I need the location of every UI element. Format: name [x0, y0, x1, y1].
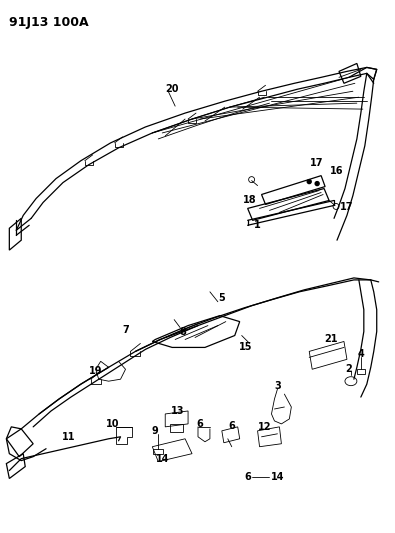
Text: 6: 6 [197, 419, 203, 429]
Text: 5: 5 [218, 293, 225, 303]
Text: 3: 3 [274, 381, 281, 391]
Text: 91J13 100A: 91J13 100A [9, 16, 89, 29]
Text: 1: 1 [254, 220, 261, 230]
Text: 10: 10 [106, 419, 119, 429]
Text: 11: 11 [62, 432, 76, 442]
Text: 8: 8 [180, 327, 186, 336]
Text: 20: 20 [166, 84, 179, 94]
Circle shape [307, 180, 311, 183]
Text: 17: 17 [310, 158, 324, 168]
Text: 2: 2 [346, 364, 352, 374]
Text: 17: 17 [340, 203, 354, 213]
Text: 19: 19 [89, 366, 102, 376]
Text: 6: 6 [228, 421, 235, 431]
Text: 14: 14 [156, 454, 169, 464]
Text: 14: 14 [271, 472, 284, 481]
Text: 15: 15 [239, 342, 252, 352]
Circle shape [315, 182, 319, 185]
Text: 9: 9 [152, 426, 159, 436]
Text: 12: 12 [258, 422, 271, 432]
Text: 16: 16 [330, 166, 344, 176]
Text: 13: 13 [171, 406, 185, 416]
Text: 21: 21 [324, 335, 338, 344]
Text: 7: 7 [122, 325, 129, 335]
Text: 6: 6 [244, 472, 251, 481]
Text: 4: 4 [357, 349, 364, 359]
Text: 18: 18 [243, 196, 256, 205]
